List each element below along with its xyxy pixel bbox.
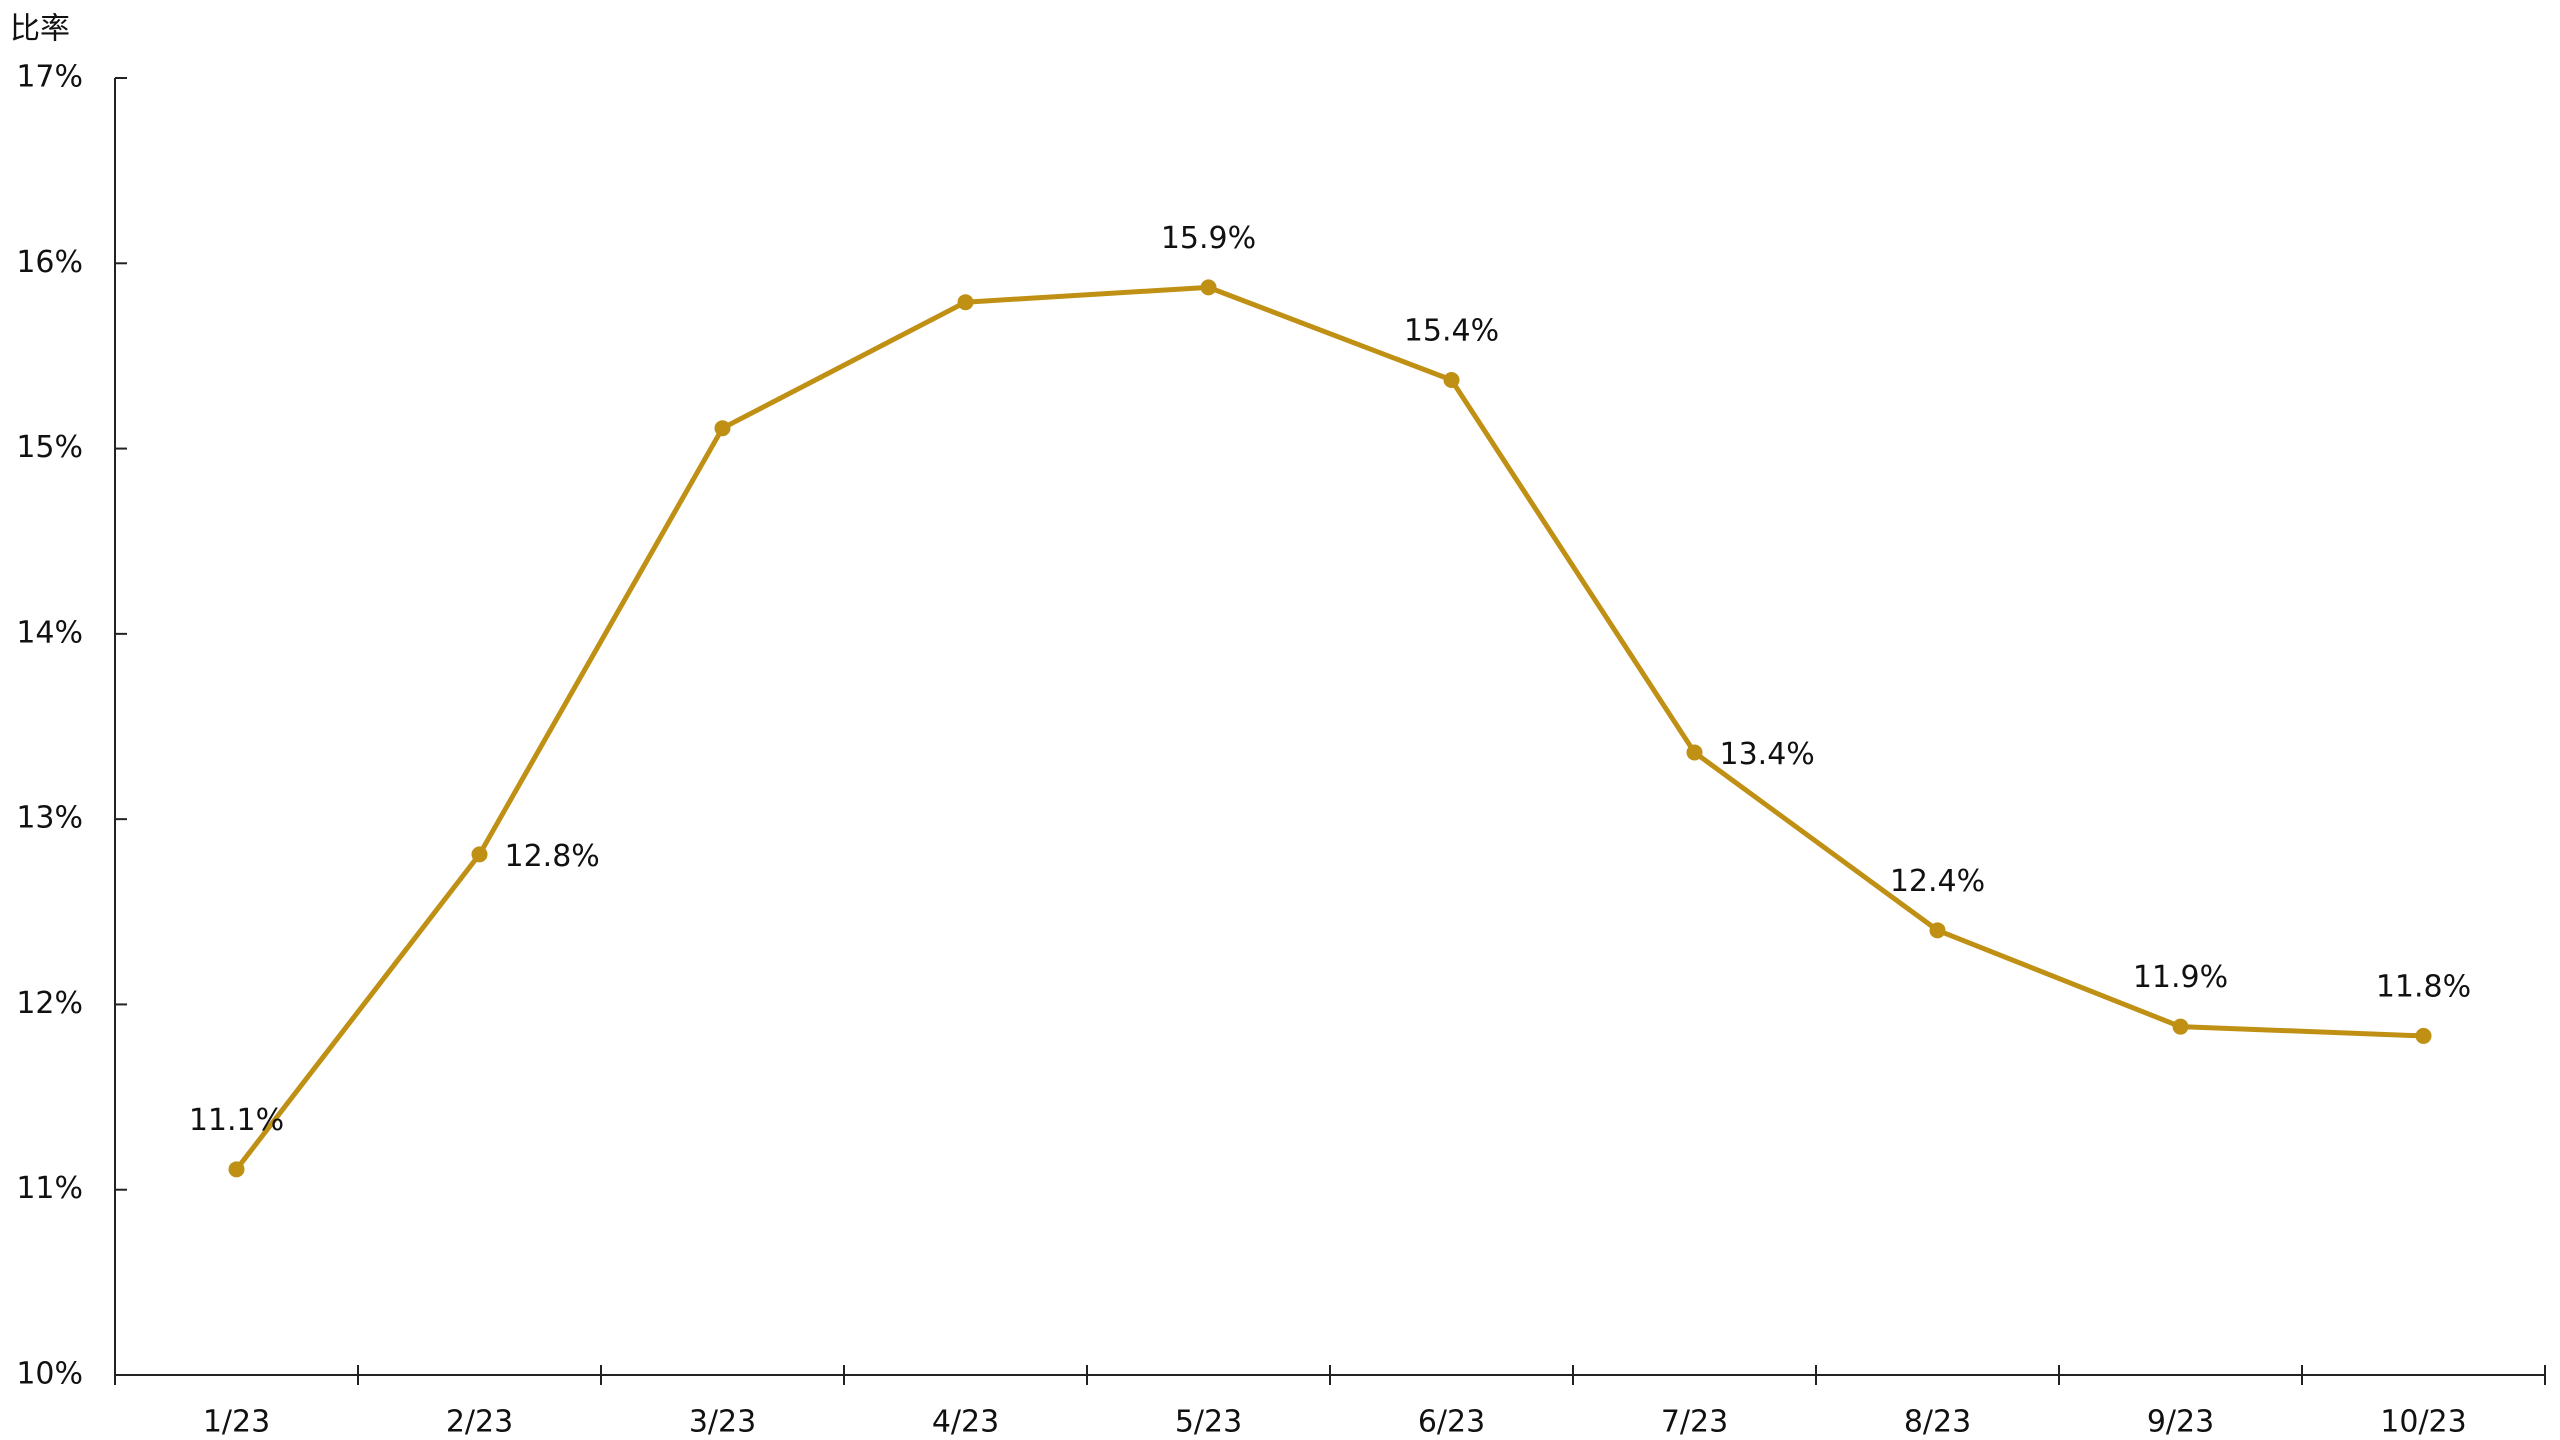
y-tick-label: 14% — [16, 615, 83, 650]
point — [1929, 922, 1946, 939]
data-label: 11.9% — [2133, 960, 2228, 995]
data-label: 12.8% — [505, 839, 600, 874]
y-tick-label: 16% — [16, 245, 83, 280]
point — [1443, 372, 1460, 389]
x-tick-label: 8/23 — [1904, 1405, 1971, 1440]
x-tick-label: 6/23 — [1418, 1405, 1485, 1440]
data-label: 12.4% — [1890, 864, 1985, 899]
y-tick-label: 15% — [16, 430, 83, 465]
data-label: 15.9% — [1161, 221, 1256, 256]
x-tick-label: 3/23 — [689, 1405, 756, 1440]
x-tick-label: 9/23 — [2147, 1405, 2214, 1440]
point — [228, 1161, 245, 1178]
point — [714, 420, 731, 437]
line — [234, 284, 2424, 1171]
y-tick-label: 17% — [16, 60, 83, 95]
y-tick-label: 10% — [16, 1357, 83, 1392]
point — [1686, 744, 1703, 761]
x-tick-label: 5/23 — [1175, 1405, 1242, 1440]
data-label: 11.1% — [189, 1103, 284, 1138]
point — [1200, 279, 1217, 296]
y-tick-label: 13% — [16, 801, 83, 836]
data-label: 13.4% — [1720, 737, 1815, 772]
y-axis-title: 比率 — [10, 12, 70, 47]
x-tick-label: 2/23 — [446, 1405, 513, 1440]
data-label: 15.4% — [1404, 314, 1499, 349]
x-tick-label: 10/23 — [2380, 1405, 2466, 1440]
point — [957, 294, 974, 311]
x-tick-label: 1/23 — [203, 1405, 270, 1440]
point — [471, 846, 488, 863]
y-tick-label: 11% — [16, 1171, 83, 1206]
x-tick-label: 7/23 — [1661, 1405, 1728, 1440]
x-tick-label: 4/23 — [932, 1405, 999, 1440]
data-label: 11.8% — [2376, 969, 2471, 1004]
point — [2172, 1018, 2189, 1035]
y-tick-label: 12% — [16, 986, 83, 1021]
point — [2415, 1027, 2432, 1044]
